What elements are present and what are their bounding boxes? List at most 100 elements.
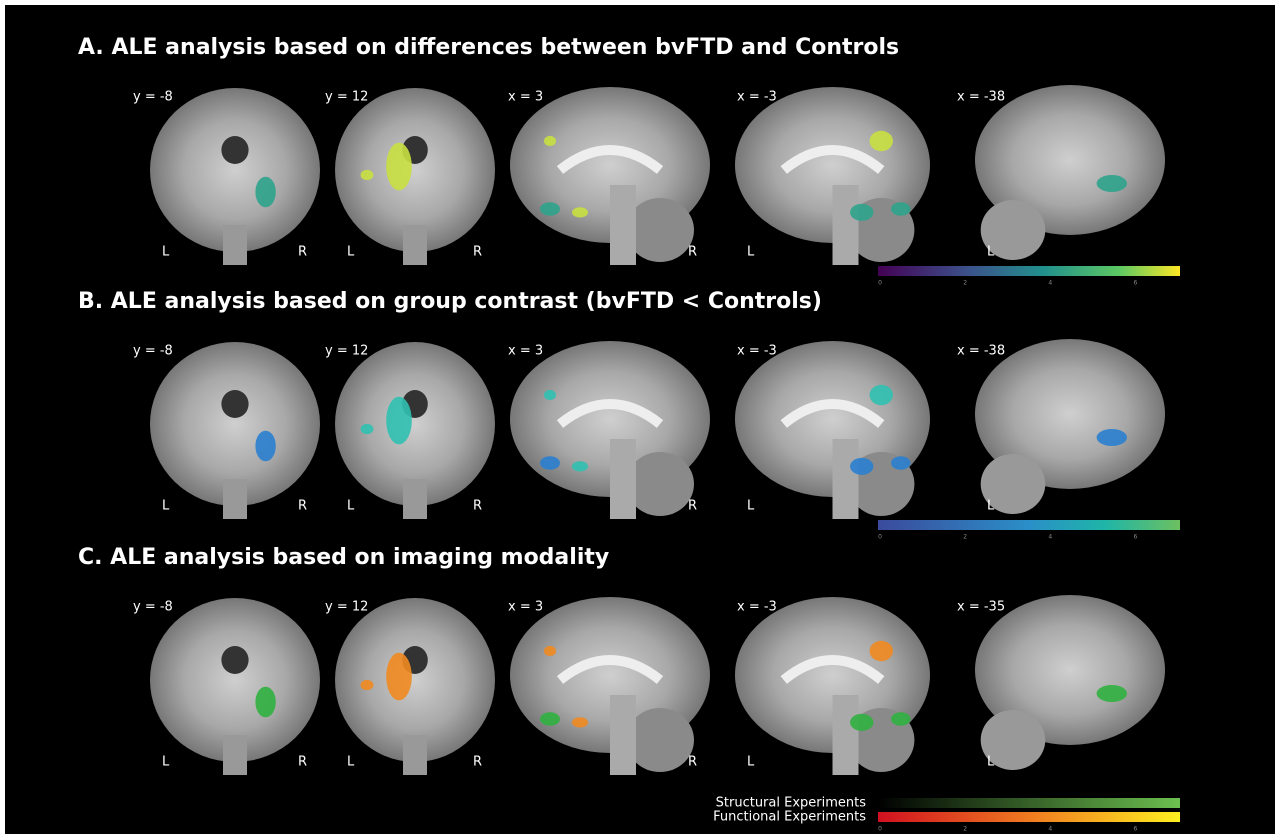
page: A. ALE analysis based on differences bet… <box>0 0 1280 834</box>
activation-cluster <box>870 641 893 661</box>
activation-cluster <box>255 431 275 462</box>
slice-label: y = 12 <box>325 600 368 615</box>
cerebellum <box>626 198 694 262</box>
activation-cluster <box>361 170 374 180</box>
activation-cluster <box>572 461 588 471</box>
activation-cluster <box>386 397 412 445</box>
hemisphere-label: L <box>987 245 995 260</box>
activation-cluster <box>850 458 873 475</box>
panel-title: A. ALE analysis based on differences bet… <box>78 35 899 60</box>
activation-cluster <box>1097 685 1127 702</box>
colorbar-tick-label: 0 <box>878 280 882 287</box>
slice-label: x = -35 <box>957 600 1005 615</box>
colorbar <box>878 520 1180 530</box>
slice-label: x = -38 <box>957 90 1005 105</box>
activation-cluster <box>1097 429 1127 446</box>
slice-label: x = -38 <box>957 344 1005 359</box>
hemisphere-label: R <box>473 499 482 514</box>
brainstem <box>223 225 247 265</box>
colorbar-tick-label: 2 <box>963 826 967 833</box>
activation-cluster <box>386 143 412 191</box>
activation-cluster <box>540 456 560 470</box>
slice-label: y = -8 <box>133 600 173 615</box>
brainstem <box>403 735 427 775</box>
slice-label: x = -3 <box>737 600 777 615</box>
colorbar <box>878 798 1180 808</box>
colorbar-tick-label: 4 <box>1048 534 1052 541</box>
brainstem <box>403 479 427 519</box>
hemisphere-label: L <box>162 245 170 260</box>
hemisphere-label: R <box>473 245 482 260</box>
activation-cluster <box>544 646 556 656</box>
cerebellum <box>626 708 694 772</box>
brainstem <box>833 695 859 775</box>
brainstem <box>610 439 636 519</box>
hemisphere-label: R <box>298 499 307 514</box>
slice-label: y = -8 <box>133 90 173 105</box>
activation-cluster <box>891 202 911 216</box>
activation-cluster <box>361 424 374 434</box>
hemisphere-label: R <box>688 755 697 770</box>
ventricle <box>221 136 248 164</box>
activation-cluster <box>540 202 560 216</box>
hemisphere-label: L <box>747 755 755 770</box>
activation-cluster <box>540 712 560 726</box>
hemisphere-label: L <box>747 499 755 514</box>
brainstem <box>223 735 247 775</box>
activation-cluster <box>1097 175 1127 192</box>
hemisphere-label: R <box>298 755 307 770</box>
figure: A. ALE analysis based on differences bet… <box>0 0 1280 834</box>
activation-cluster <box>544 136 556 146</box>
colorbar <box>878 266 1180 276</box>
colorbar-tick-label: 2 <box>963 280 967 287</box>
activation-cluster <box>572 717 588 727</box>
hemisphere-label: L <box>987 755 995 770</box>
activation-cluster <box>870 131 893 151</box>
slice-label: x = 3 <box>508 90 543 105</box>
activation-cluster <box>850 204 873 221</box>
colorbar-tick-label: 4 <box>1048 826 1052 833</box>
ventricle <box>221 390 248 418</box>
activation-cluster <box>255 687 275 718</box>
hemisphere-label: R <box>298 245 307 260</box>
hemisphere-label: L <box>162 755 170 770</box>
activation-cluster <box>386 653 412 701</box>
slice-label: y = 12 <box>325 90 368 105</box>
colorbar-tick-label: 6 <box>1134 280 1138 287</box>
activation-cluster <box>891 456 911 470</box>
activation-cluster <box>572 207 588 217</box>
brainstem <box>610 185 636 265</box>
activation-cluster <box>870 385 893 405</box>
slice-label: x = -3 <box>737 90 777 105</box>
hemisphere-label: L <box>162 499 170 514</box>
panel-title: C. ALE analysis based on imaging modalit… <box>78 545 609 570</box>
hemisphere-label: R <box>473 755 482 770</box>
hemisphere-label: L <box>347 499 355 514</box>
brainstem <box>610 695 636 775</box>
hemisphere-label: L <box>347 245 355 260</box>
brainstem <box>223 479 247 519</box>
cerebellum <box>626 452 694 516</box>
colorbar-tick-label: 0 <box>878 826 882 833</box>
colorbar-tick-label: 6 <box>1134 826 1138 833</box>
brainstem <box>833 185 859 265</box>
brainstem <box>403 225 427 265</box>
colorbar-tick-label: 6 <box>1134 534 1138 541</box>
activation-cluster <box>891 712 911 726</box>
hemisphere-label: L <box>347 755 355 770</box>
colorbar-label: Functional Experiments <box>713 810 866 825</box>
colorbar-tick-label: 0 <box>878 534 882 541</box>
slice-label: x = -3 <box>737 344 777 359</box>
activation-cluster <box>850 714 873 731</box>
colorbar-tick-label: 2 <box>963 534 967 541</box>
slice-label: x = 3 <box>508 344 543 359</box>
slice-label: y = 12 <box>325 344 368 359</box>
colorbar <box>878 812 1180 822</box>
activation-cluster <box>544 390 556 400</box>
hemisphere-label: L <box>987 499 995 514</box>
panel-title: B. ALE analysis based on group contrast … <box>78 289 822 314</box>
ventricle <box>221 646 248 674</box>
hemisphere-label: R <box>688 499 697 514</box>
hemisphere-label: R <box>688 245 697 260</box>
colorbar-tick-label: 4 <box>1048 280 1052 287</box>
